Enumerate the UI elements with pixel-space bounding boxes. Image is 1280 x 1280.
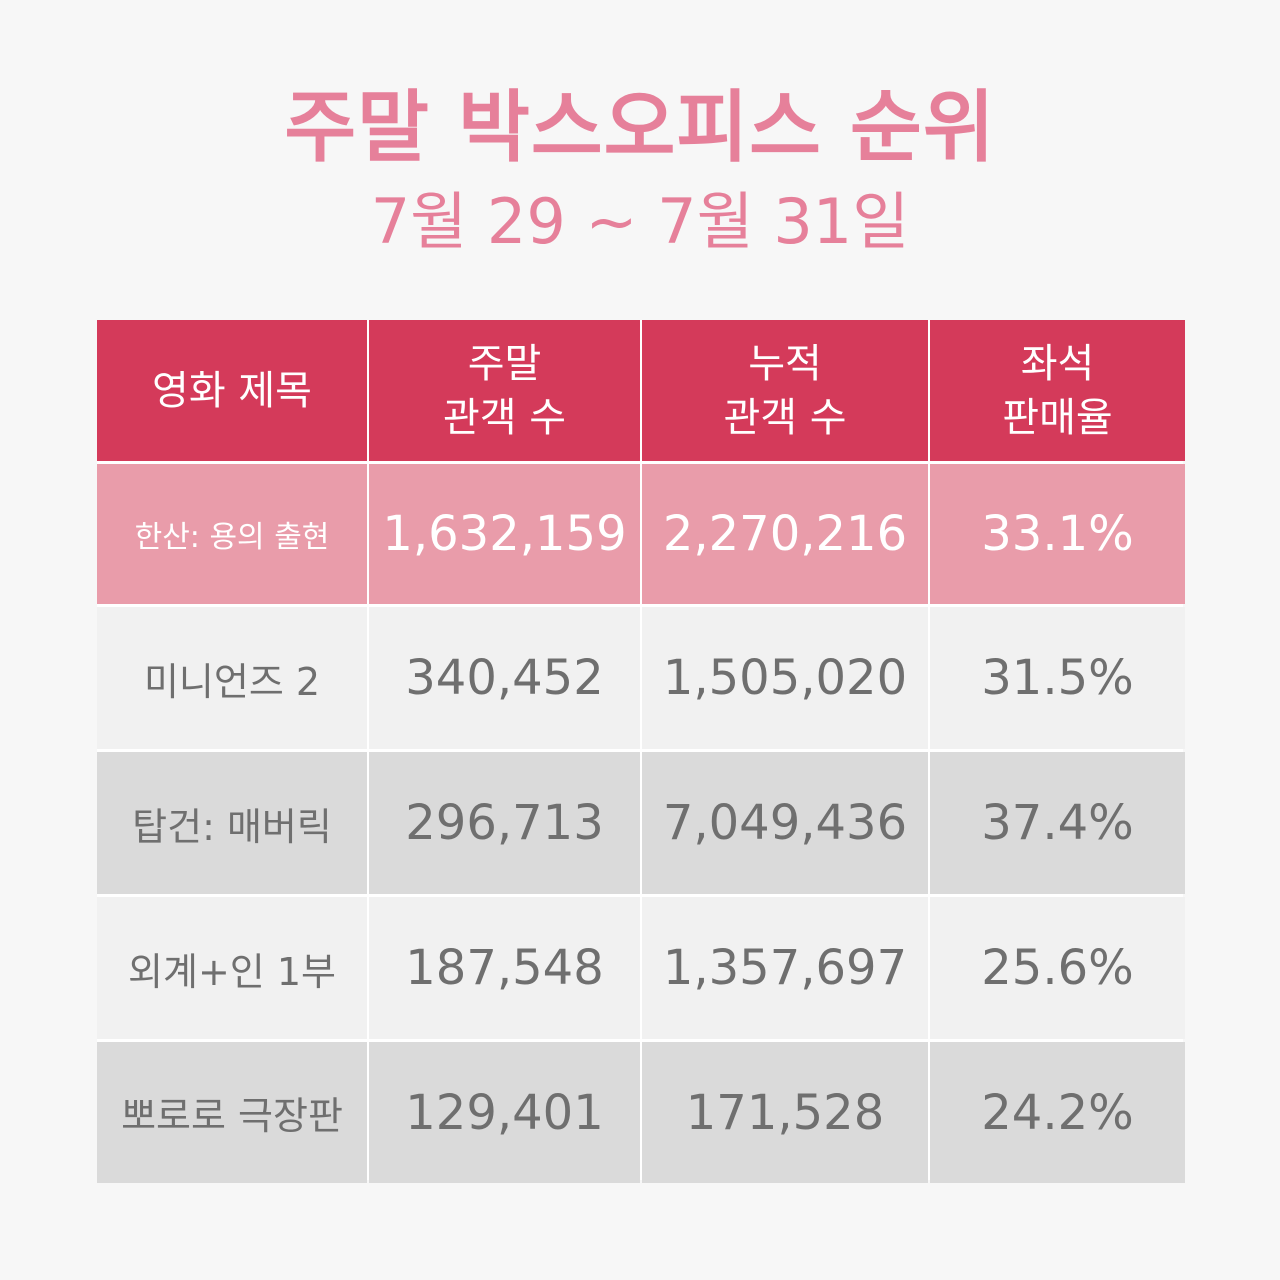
header-seat-rate-line1: 좌석 — [1020, 340, 1095, 387]
header-total-audience-line2: 관객 수 — [723, 394, 847, 441]
box-office-table: 영화 제목 주말 관객 수 누적 관객 수 좌석 판매율 한산: 용의 출현 1… — [97, 320, 1185, 1183]
total-audience-cell: 171,528 — [642, 1042, 928, 1183]
header-weekend-audience: 주말 관객 수 — [369, 320, 640, 461]
movie-title-cell: 미니언즈 2 — [97, 607, 367, 749]
movie-title-cell: 뽀로로 극장판 — [97, 1042, 367, 1183]
seat-rate-cell: 31.5% — [930, 607, 1185, 749]
seat-rate-cell: 25.6% — [930, 897, 1185, 1039]
weekend-audience-cell: 1,632,159 — [369, 464, 640, 604]
date-range-subtitle: 7월 29 ~ 7월 31일 — [370, 185, 910, 258]
total-audience-cell: 1,505,020 — [642, 607, 928, 749]
header-total-audience: 누적 관객 수 — [642, 320, 928, 461]
total-audience-cell: 2,270,216 — [642, 464, 928, 604]
weekend-audience-cell: 187,548 — [369, 897, 640, 1039]
seat-rate-cell: 24.2% — [930, 1042, 1185, 1183]
header-weekend-audience-line2: 관객 수 — [442, 394, 567, 441]
header-seat-rate-line2: 판매율 — [1002, 394, 1113, 441]
header-weekend-audience-line1: 주말 — [467, 340, 542, 387]
seat-rate-cell: 37.4% — [930, 752, 1185, 894]
movie-title-cell: 외계+인 1부 — [97, 897, 367, 1039]
movie-title-cell: 탑건: 매버릭 — [97, 752, 367, 894]
weekend-audience-cell: 340,452 — [369, 607, 640, 749]
weekend-audience-cell: 129,401 — [369, 1042, 640, 1183]
total-audience-cell: 7,049,436 — [642, 752, 928, 894]
header-movie-title-line1: 영화 제목 — [152, 367, 312, 414]
movie-title-cell: 한산: 용의 출현 — [97, 464, 367, 604]
header-movie-title: 영화 제목 — [97, 320, 367, 461]
header-seat-rate: 좌석 판매율 — [930, 320, 1185, 461]
weekend-audience-cell: 296,713 — [369, 752, 640, 894]
seat-rate-cell: 33.1% — [930, 464, 1185, 604]
page-title: 주말 박스오피스 순위 — [284, 83, 996, 173]
total-audience-cell: 1,357,697 — [642, 897, 928, 1039]
header-total-audience-line1: 누적 — [748, 340, 822, 387]
